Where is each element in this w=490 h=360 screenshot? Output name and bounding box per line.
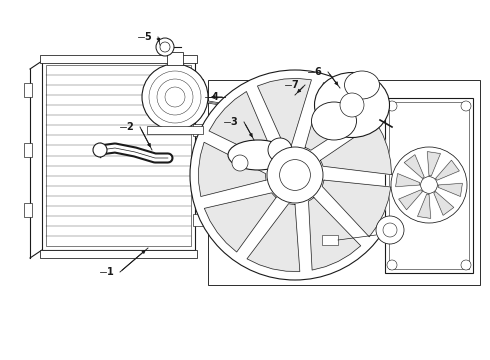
Bar — [147, 126, 203, 134]
Polygon shape — [209, 91, 273, 160]
Polygon shape — [404, 155, 424, 178]
Circle shape — [267, 147, 323, 203]
Circle shape — [93, 143, 107, 157]
Polygon shape — [320, 122, 392, 175]
Bar — [24, 143, 32, 157]
Circle shape — [280, 159, 310, 190]
Bar — [167, 52, 183, 65]
Ellipse shape — [315, 72, 390, 138]
Text: 4: 4 — [212, 92, 219, 102]
Text: 6: 6 — [315, 67, 321, 77]
Polygon shape — [247, 204, 300, 271]
Polygon shape — [434, 192, 454, 215]
Bar — [193, 79, 203, 91]
Circle shape — [190, 70, 400, 280]
Polygon shape — [399, 190, 422, 210]
Circle shape — [340, 93, 364, 117]
Circle shape — [383, 223, 397, 237]
Circle shape — [232, 155, 248, 171]
Bar — [193, 214, 203, 226]
Bar — [46, 65, 191, 246]
Bar — [385, 98, 473, 273]
Polygon shape — [395, 174, 420, 187]
Bar — [389, 102, 469, 269]
Circle shape — [268, 138, 292, 162]
Circle shape — [156, 38, 174, 56]
Text: 2: 2 — [126, 122, 133, 132]
Circle shape — [461, 101, 471, 111]
Polygon shape — [204, 193, 276, 252]
Circle shape — [387, 101, 397, 111]
Polygon shape — [198, 142, 266, 197]
Polygon shape — [257, 78, 312, 147]
Polygon shape — [438, 183, 463, 197]
Text: 7: 7 — [292, 80, 298, 90]
Ellipse shape — [228, 140, 288, 170]
Polygon shape — [417, 194, 431, 219]
Polygon shape — [305, 83, 369, 150]
Circle shape — [387, 260, 397, 270]
Ellipse shape — [312, 102, 357, 140]
Text: 3: 3 — [231, 117, 237, 127]
Circle shape — [160, 42, 170, 52]
Polygon shape — [309, 198, 361, 270]
Text: 5: 5 — [145, 32, 151, 42]
Bar — [24, 83, 32, 97]
Circle shape — [461, 260, 471, 270]
Polygon shape — [427, 152, 441, 176]
Circle shape — [420, 177, 438, 193]
Bar — [42, 61, 195, 250]
Polygon shape — [322, 180, 391, 237]
Bar — [40, 55, 197, 63]
Text: 1: 1 — [107, 267, 113, 277]
Bar — [322, 235, 338, 245]
Circle shape — [142, 64, 208, 130]
Ellipse shape — [344, 71, 379, 99]
Bar — [40, 250, 197, 258]
Circle shape — [376, 216, 404, 244]
Bar — [193, 124, 203, 136]
Bar — [24, 203, 32, 217]
Polygon shape — [436, 160, 459, 180]
Bar — [208, 80, 480, 285]
Bar — [193, 169, 203, 181]
